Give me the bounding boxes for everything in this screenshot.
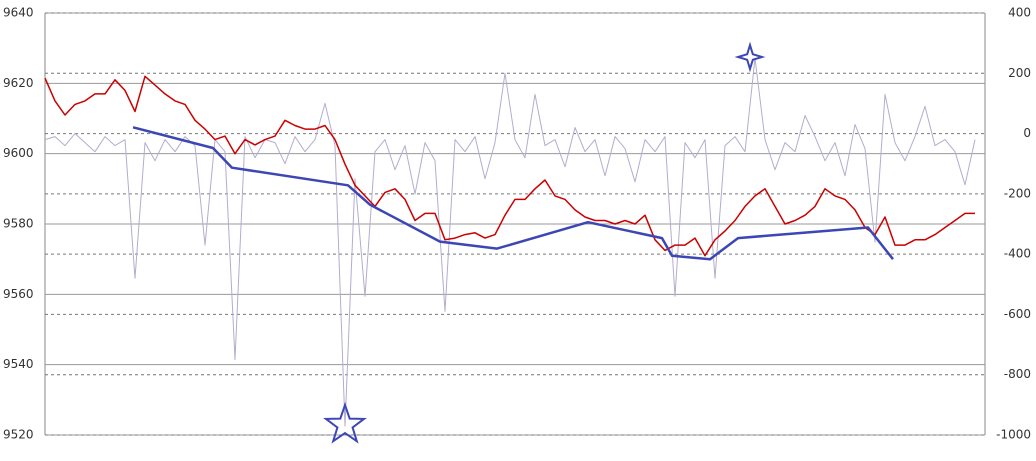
y2-tick-label: 400: [1008, 6, 1031, 20]
y-tick-label: 9580: [3, 217, 34, 231]
y2-tick-label: 200: [1008, 66, 1031, 80]
y2-tick-label: 0: [1023, 126, 1031, 140]
series-line: [44, 57, 976, 427]
series-line: [132, 126, 894, 261]
y-tick-label: 9540: [3, 357, 34, 371]
y2-tick-label: -800: [1004, 367, 1031, 381]
y-tick-label: 9560: [3, 287, 34, 301]
y-tick-label: 9600: [3, 146, 34, 160]
y2-tick-label: -600: [1004, 307, 1031, 321]
star-marker: [323, 402, 367, 444]
y-tick-label: 9520: [3, 428, 34, 442]
y-tick-label: 9640: [3, 6, 34, 20]
y2-tick-label: -1000: [996, 428, 1031, 442]
star-marker: [734, 41, 766, 73]
y-tick-label: 9620: [3, 76, 34, 90]
y2-tick-label: -400: [1004, 247, 1031, 261]
y2-tick-label: -200: [1004, 186, 1031, 200]
series-line: [44, 75, 975, 257]
